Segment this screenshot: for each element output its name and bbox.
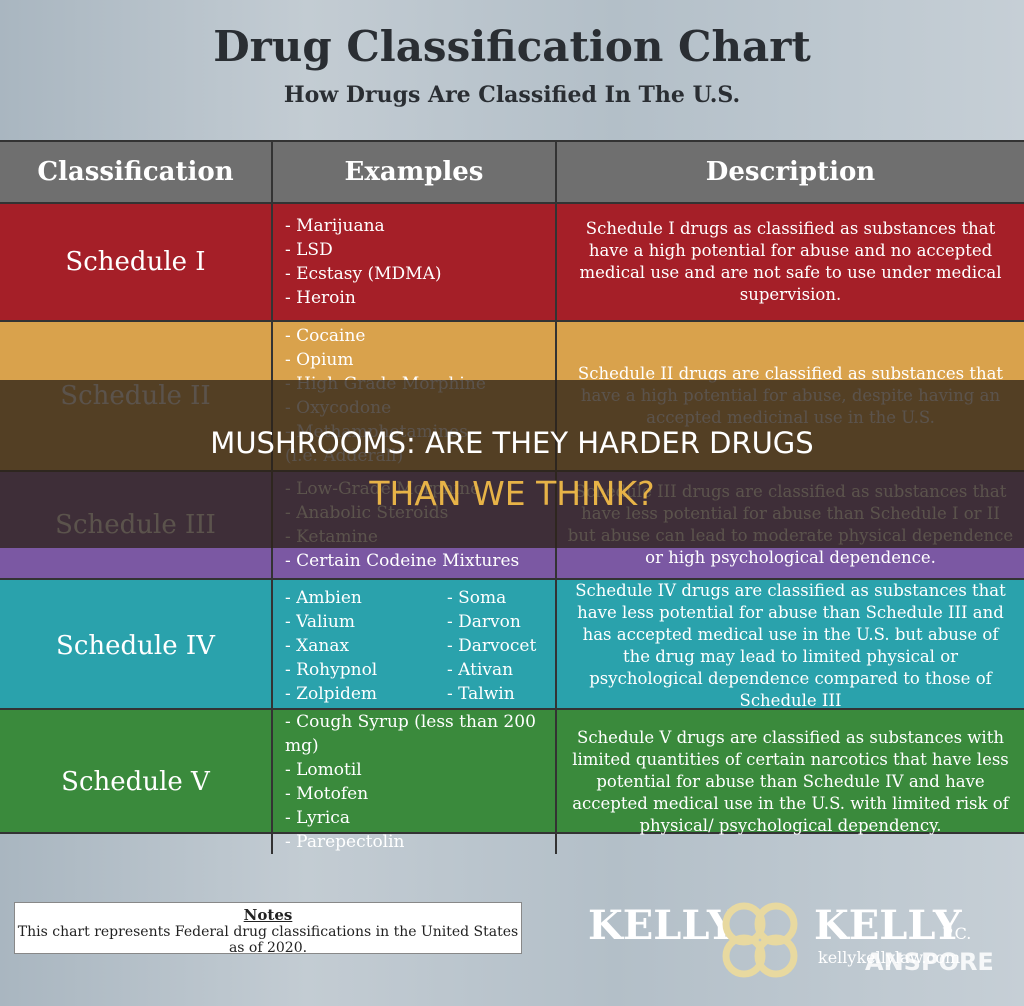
table-row: Schedule IV - Ambien - Valium - Xanax - Rohy…	[0, 580, 1024, 712]
example-item: - Valium	[285, 612, 355, 632]
example-item: - Ambien	[285, 588, 362, 608]
logo-icon	[722, 902, 798, 978]
example-item: - Ecstasy (MDMA)	[285, 264, 442, 284]
example-item: - Talwin	[447, 684, 515, 704]
table-row: Schedule I - Marijuana - LSD - Ecstasy (MDM…	[0, 204, 1024, 322]
examples-cell: - Marijuana - LSD - Ecstasy (MDMA) - Heroin	[273, 204, 557, 320]
example-item: - Lomotil	[285, 760, 362, 780]
example-item: - Certain Codeine Mixtures	[285, 551, 520, 571]
example-item: - Rohypnol	[285, 660, 378, 680]
column-header: Description	[705, 157, 876, 187]
example-item: - Darvon	[447, 612, 521, 632]
classification: Schedule I	[0, 204, 273, 320]
classification: Schedule IV	[0, 580, 273, 712]
logo-name: KELLY	[814, 902, 962, 949]
title: Drug Classification Chart	[213, 22, 811, 71]
watermark: ANSPORE	[865, 948, 994, 976]
overlay-banner	[0, 380, 1024, 548]
example-item: - Ativan	[447, 660, 514, 680]
examples-cell: - Ambien - Valium - Xanax - Rohypnol - Zolpi…	[273, 580, 557, 712]
example-item: - LSD	[285, 240, 333, 260]
banner-subtitle: THAN WE THINK?	[369, 474, 655, 513]
examples-cell: - Cough Syrup (less than 200 mg) - Lomoti…	[273, 710, 557, 854]
column-header: Examples	[273, 142, 557, 202]
description: Schedule V drugs are classified as subst…	[572, 728, 1009, 835]
example-item: - Lyrica	[285, 808, 350, 828]
logo-name: KELLY	[588, 902, 736, 949]
example-item: - Cocaine	[285, 326, 366, 346]
example-item: - Soma	[447, 588, 507, 608]
logo-url: kellykellylaw.com	[818, 948, 961, 967]
column-header: Classification	[0, 142, 273, 202]
notes-text: This chart represents Federal drug class…	[17, 924, 519, 956]
example-item: - Zolpidem	[285, 684, 378, 704]
example-item: - Parepectolin	[285, 832, 405, 852]
description: Schedule I drugs as classified as substa…	[579, 219, 1002, 304]
example-item: - Opium	[285, 350, 354, 370]
notes-box: Notes This chart represents Federal drug…	[14, 902, 522, 956]
example-item: - Motofen	[285, 784, 369, 804]
example-item: - Xanax	[285, 636, 350, 656]
logo-suffix: P.C.	[942, 924, 972, 943]
table-row: Schedule V- Cough Syrup (less than 200 m…	[0, 710, 1024, 854]
notes-title: Notes	[243, 906, 293, 924]
examples-list: - Ambien - Valium - Xanax - Rohypnol - Zolpi…	[285, 586, 567, 706]
subtitle: How Drugs Are Classified In The U.S.	[283, 82, 741, 108]
example-item: - Darvocet	[447, 636, 537, 656]
example-item: - Heroin	[285, 288, 356, 308]
table-header: Classification Examples Description	[0, 142, 1024, 204]
banner-title: MUSHROOMS: ARE THEY HARDER DRUGS	[210, 426, 814, 460]
classification: Schedule V	[0, 710, 273, 854]
example-item: - Marijuana	[285, 216, 385, 236]
example-item: - Cough Syrup (less than 200 mg)	[285, 712, 536, 756]
examples-list: - Marijuana - LSD - Ecstasy (MDMA) - Heroin	[285, 214, 442, 310]
description: Schedule IV drugs are classified as subs…	[575, 581, 1006, 710]
examples-list: - Cough Syrup (less than 200 mg) - Lomoti…	[285, 710, 555, 854]
